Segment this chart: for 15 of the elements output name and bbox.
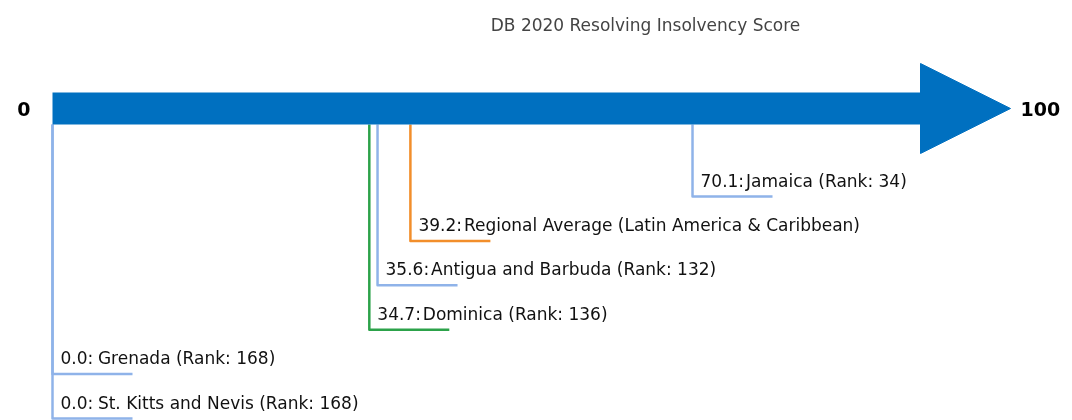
- data-label: 35.6:: [385, 259, 430, 280]
- data-label: 0.0:: [60, 392, 94, 413]
- category-label: Grenada (Rank: 168): [97, 348, 276, 369]
- category-label: St. Kitts and Nevis (Rank: 168): [97, 392, 359, 413]
- data-label: 70.1:: [700, 170, 745, 191]
- category-label: Dominica (Rank: 136): [422, 303, 608, 324]
- text: 0: [17, 97, 31, 120]
- category-label: Antigua and Barbuda (Rank: 132): [431, 259, 717, 280]
- text: DB 2020 Resolving Insolvency Score: [490, 14, 801, 35]
- text: 100: [1020, 97, 1061, 120]
- category-label: Jamaica (Rank: 34): [745, 170, 907, 191]
- data-label: 34.7:: [377, 303, 421, 324]
- data-label: 39.2:: [418, 214, 462, 235]
- category-label: Regional Average (Latin America & Caribbean): [463, 214, 861, 235]
- data-label: 0.0:: [60, 348, 94, 369]
